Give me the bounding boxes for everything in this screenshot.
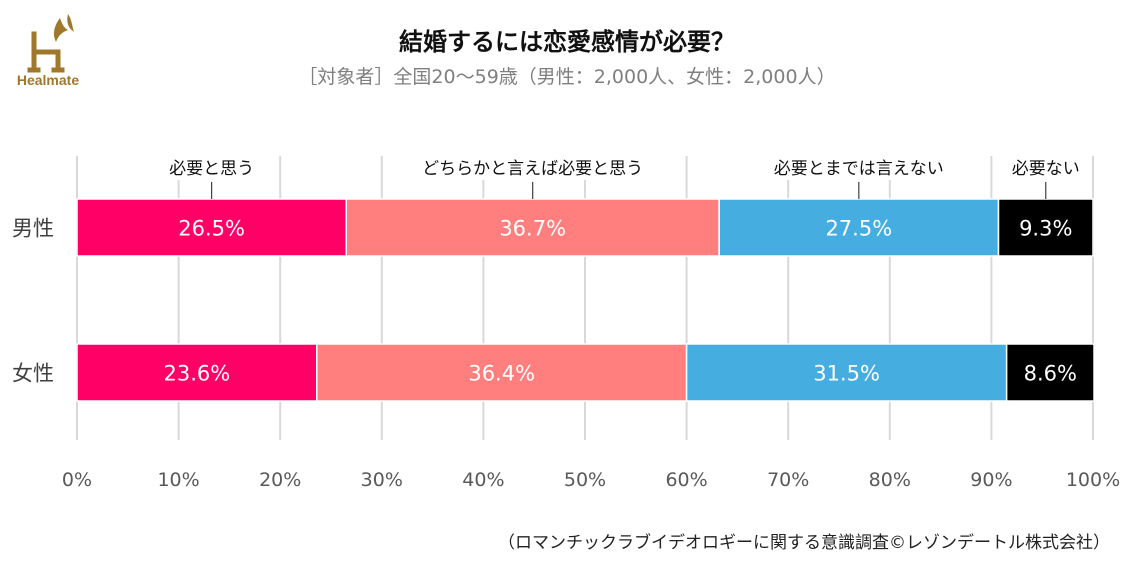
legend-callout-label: どちらかと言えば必要と思う [422,159,643,179]
x-tick-label: 50% [564,469,606,491]
x-tick-label: 20% [259,469,301,491]
x-tick-label: 80% [869,469,911,491]
legend-callout-label: 必要とまでは言えない [774,159,944,179]
chart-subtitle: ［対象者］全国20～59歳（男性：2,000人、女性：2,000人） [298,66,836,88]
data-label: 36.7% [499,217,566,241]
category-label: 女性 [12,362,54,386]
bar-segment [685,343,1008,402]
data-label: 31.5% [813,362,880,386]
chart-title: 結婚するには恋愛感情が必要？ [399,28,735,56]
x-tick-label: 100% [1066,469,1120,491]
callout-background [408,154,657,180]
data-label: 27.5% [825,217,892,241]
data-label: 23.6% [164,362,231,386]
bar-segment [1005,343,1095,402]
data-label: 9.3% [1019,217,1072,241]
x-tick-label: 30% [361,469,403,491]
x-tick-label: 0% [62,469,92,491]
x-tick-label: 40% [462,469,504,491]
healmate-logo [27,14,74,73]
bar-segment [76,343,318,402]
bar-segment [76,198,347,257]
source-note: （ロマンチックラブイデオロギーに関する意識調査©レゾンデートル株式会社） [498,533,1110,553]
data-label: 36.4% [468,362,535,386]
bar-segment [345,198,720,257]
bar-segment [997,198,1094,257]
x-tick-label: 90% [970,469,1012,491]
x-tick-label: 60% [665,469,707,491]
legend-callout-label: 必要と思う [169,159,254,179]
callout-background [1002,154,1089,180]
category-label: 男性 [12,217,54,241]
brand-name: Healmate [16,72,80,88]
stacked-bar-chart: 26.5% 36.7% 27.5% 9.3% 23.6% 36.4% 31.5% 8.6% 必… [12,154,1120,491]
data-label: 26.5% [178,217,245,241]
legend-callout-label: 必要ない [1012,159,1080,179]
x-tick-label: 70% [767,469,809,491]
x-tick-label: 10% [157,469,199,491]
data-label: 8.6% [1024,362,1077,386]
callout-background [761,154,956,180]
callout-background [159,154,264,180]
